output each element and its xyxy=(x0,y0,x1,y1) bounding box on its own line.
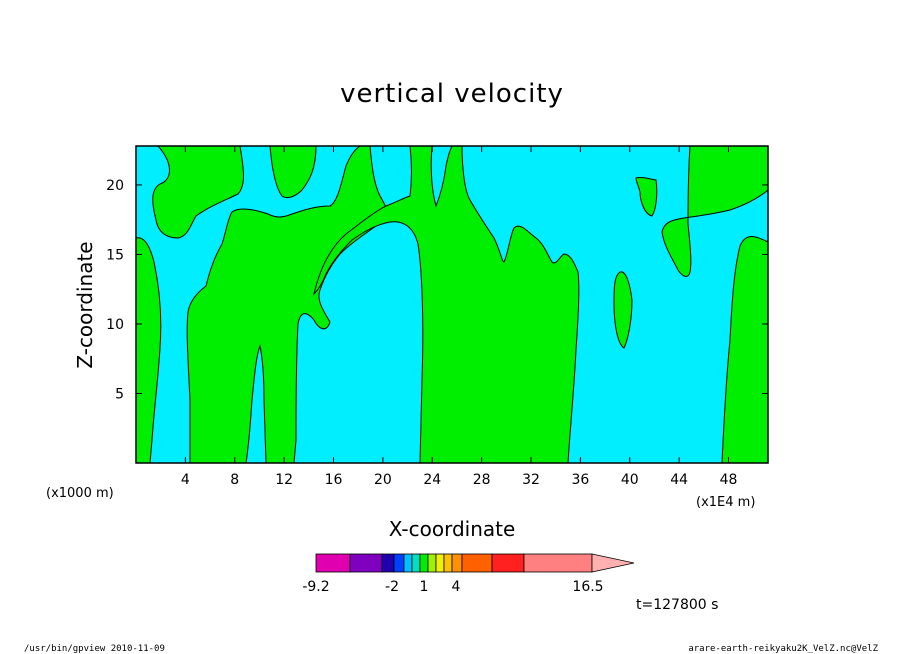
x-unit-right-label: (x1E4 m) xyxy=(696,495,755,510)
x-tick-label-32: 32 xyxy=(522,472,540,488)
x-unit-left-label: (x1000 m) xyxy=(46,486,114,501)
x-tick-label-44: 44 xyxy=(670,472,688,488)
x-tick-label-4: 4 xyxy=(181,472,190,488)
y-tick-labels: 5 10 15 20 xyxy=(106,178,124,403)
colorbar-label-2: -2 xyxy=(385,579,399,595)
positive-regions xyxy=(135,145,769,464)
colorbar-segment-10 xyxy=(443,553,453,573)
positive-region-big-west xyxy=(186,145,388,464)
colorbar-arrow xyxy=(591,553,635,573)
x-tick-label-40: 40 xyxy=(621,472,639,488)
colorbar-segment-8 xyxy=(427,553,437,573)
colorbar-segment-5 xyxy=(403,553,413,573)
colorbar-segment-6 xyxy=(411,553,421,573)
colorbar-segment-11 xyxy=(451,553,463,573)
colorbar-segment-3 xyxy=(381,553,395,573)
positive-region-top-column xyxy=(269,145,317,199)
plot-frame xyxy=(135,145,769,464)
y-tick-label-10: 10 xyxy=(106,317,124,333)
footer-right: arare-earth-reikyaku2K_VelZ.nc@VelZ xyxy=(688,644,878,654)
y-tick-label-15: 15 xyxy=(106,247,124,263)
y-tick-label-20: 20 xyxy=(106,178,124,194)
colorbar-label-4: 4 xyxy=(452,579,461,595)
positive-region-right-edge xyxy=(721,236,769,464)
x-axis-title: X-coordinate xyxy=(389,517,516,541)
colorbar-segment-1 xyxy=(315,553,351,573)
positive-region-left-edge xyxy=(135,237,162,464)
x-tick-label-28: 28 xyxy=(473,472,491,488)
colorbar-segment-13 xyxy=(491,553,525,573)
x-tick-label-12: 12 xyxy=(275,472,293,488)
x-ticks xyxy=(184,146,729,463)
colorbar-segment-2 xyxy=(349,553,383,573)
time-label: t=127800 s xyxy=(636,597,718,613)
positive-region-central-updraft xyxy=(313,145,580,464)
x-tick-label-36: 36 xyxy=(571,472,589,488)
x-tick-label-20: 20 xyxy=(374,472,392,488)
x-tick-label-48: 48 xyxy=(720,472,738,488)
positive-region-small-top-east xyxy=(635,176,658,217)
colorbar-labels: -9.2 -2 1 4 16.5 xyxy=(302,579,603,595)
x-tick-label-8: 8 xyxy=(230,472,239,488)
colorbar-segment-7 xyxy=(419,553,429,573)
x-tick-label-16: 16 xyxy=(325,472,343,488)
colorbar-segment-9 xyxy=(435,553,445,573)
colorbar-label-3: 1 xyxy=(420,579,429,595)
positive-region-thin-east xyxy=(613,271,633,349)
chart-title: vertical velocity xyxy=(340,79,564,109)
y-axis-title: Z-coordinate xyxy=(73,241,97,368)
colorbar-label-5: 16.5 xyxy=(572,579,603,595)
colorbar xyxy=(315,553,635,573)
x-tick-label-24: 24 xyxy=(423,472,441,488)
colorbar-segment-4 xyxy=(393,553,405,573)
footer-left: /usr/bin/gpview 2010-11-09 xyxy=(24,644,165,654)
positive-region-upper-east xyxy=(661,145,769,277)
y-ticks xyxy=(136,184,768,394)
y-tick-label-5: 5 xyxy=(115,386,124,402)
colorbar-segment-12 xyxy=(461,553,493,573)
positive-region-upper-left xyxy=(152,145,244,239)
x-tick-labels: 4 8 12 16 20 24 28 32 36 40 44 48 xyxy=(181,472,738,488)
colorbar-segment-14 xyxy=(523,553,593,573)
colorbar-label-1: -9.2 xyxy=(302,579,329,595)
